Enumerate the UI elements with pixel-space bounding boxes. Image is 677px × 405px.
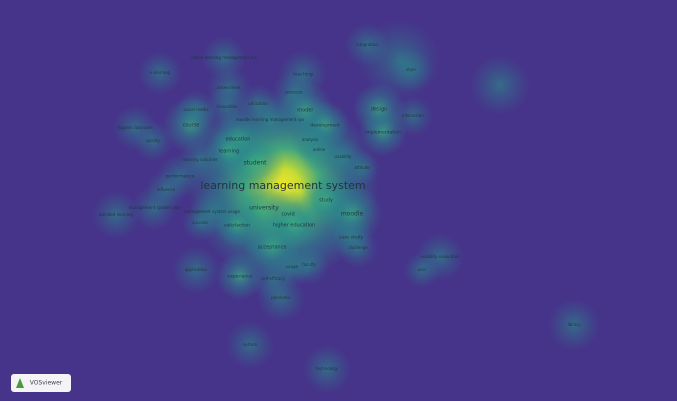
density-glow: [393, 96, 433, 136]
density-glow: [216, 252, 264, 300]
term-label: style: [406, 67, 416, 72]
term-label: online learning management sys: [191, 55, 257, 60]
term-label: online: [313, 147, 326, 152]
term-label: attitude: [354, 165, 370, 170]
density-glow: [257, 274, 305, 322]
term-label: learning: [219, 149, 239, 155]
term-label: blended learning: [99, 212, 133, 217]
term-label: performance: [166, 174, 195, 180]
density-glow: [202, 36, 246, 80]
density-glow: [133, 121, 173, 161]
term-label: assessment: [217, 85, 241, 90]
term-label: challenge: [348, 245, 368, 250]
density-layer: [92, 20, 600, 393]
term-label: flipped classroom: [117, 125, 152, 130]
term-label: satisfaction: [224, 223, 250, 229]
term-labels: learning management system student univers…: [99, 42, 581, 371]
term-label: application: [185, 267, 208, 272]
density-glow: [548, 299, 600, 351]
term-label: course: [183, 123, 200, 129]
term-label: analysis: [302, 137, 318, 142]
term-label: interaction: [402, 113, 424, 118]
term-label: self-efficacy: [261, 276, 285, 281]
term-label: pandemic: [271, 295, 291, 300]
density-glow: [404, 252, 440, 288]
term-label: learning outcome: [182, 157, 218, 162]
term-label: acceptance: [258, 245, 287, 251]
density-glow: [290, 120, 330, 160]
term-label: usability evaluation: [420, 254, 460, 259]
logo-box: [11, 374, 71, 392]
density-glow: [92, 191, 140, 239]
logo: VOSviewer: [11, 374, 71, 392]
term-label: development: [310, 123, 340, 129]
logo-icon: [16, 378, 24, 388]
density-glow: [248, 98, 292, 142]
term-label: usage: [286, 264, 299, 269]
term-label: moodle: [341, 211, 364, 218]
term-label: faculty: [302, 262, 316, 267]
density-glow: [338, 228, 378, 268]
term-label: e-learning: [150, 70, 171, 75]
density-glow: [289, 245, 329, 285]
term-label: user: [418, 267, 427, 272]
term-label: university: [249, 205, 279, 212]
term-label: social media: [183, 107, 209, 112]
term-label: success: [192, 220, 208, 225]
density-glow: [226, 321, 274, 369]
term-label: implementation: [365, 130, 401, 136]
term-label: quality: [146, 138, 160, 143]
density-glow: [176, 90, 216, 130]
term-label: usability: [335, 154, 353, 159]
density-glow: [279, 50, 327, 98]
term-label: education: [226, 137, 251, 143]
term-label: covid: [281, 212, 294, 218]
logo-text: VOSviewer: [30, 380, 63, 387]
term-label: case study: [339, 235, 364, 241]
term-label: influence: [157, 187, 176, 192]
term-label: library: [568, 322, 582, 327]
term-label: system: [243, 342, 258, 347]
term-label: utilization: [248, 101, 268, 106]
term-label: process: [285, 90, 303, 96]
term-label: teaching: [293, 72, 313, 78]
term-label: design: [371, 107, 388, 113]
term-label: integration: [356, 42, 378, 47]
density-glow: [172, 246, 220, 294]
density-glow: [360, 20, 440, 100]
term-label: higher education: [273, 223, 315, 229]
term-label: innovation: [216, 104, 238, 109]
density-glow: [303, 345, 351, 393]
density-glow: [344, 150, 380, 186]
density-glow: [470, 55, 530, 115]
density-glow: [182, 205, 218, 241]
term-label: technology: [316, 366, 339, 371]
density-glow: [138, 51, 182, 95]
term-label: moodle learning management sys: [236, 117, 304, 122]
term-label: study: [319, 198, 333, 204]
term-label: management system usage: [184, 209, 240, 214]
term-label: experience: [228, 274, 253, 280]
density-glow: [178, 138, 222, 182]
term-label: model: [297, 108, 313, 114]
term-label: student: [244, 160, 268, 167]
term-label: learning management system: [200, 179, 365, 192]
density-glow: [132, 186, 176, 230]
term-label: management system use: [129, 205, 180, 210]
